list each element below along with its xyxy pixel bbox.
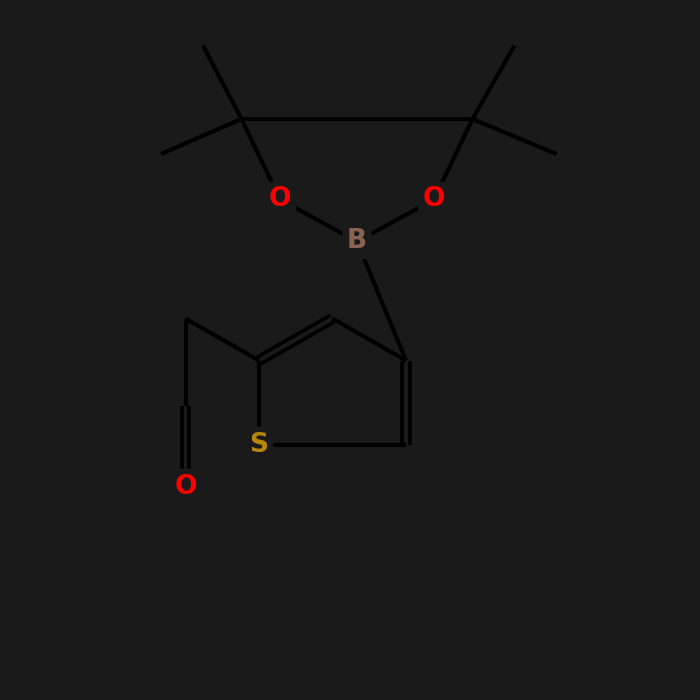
Text: O: O bbox=[174, 473, 197, 500]
Text: S: S bbox=[249, 431, 269, 458]
Text: B: B bbox=[347, 228, 367, 255]
Text: O: O bbox=[269, 186, 291, 213]
Text: O: O bbox=[423, 186, 445, 213]
